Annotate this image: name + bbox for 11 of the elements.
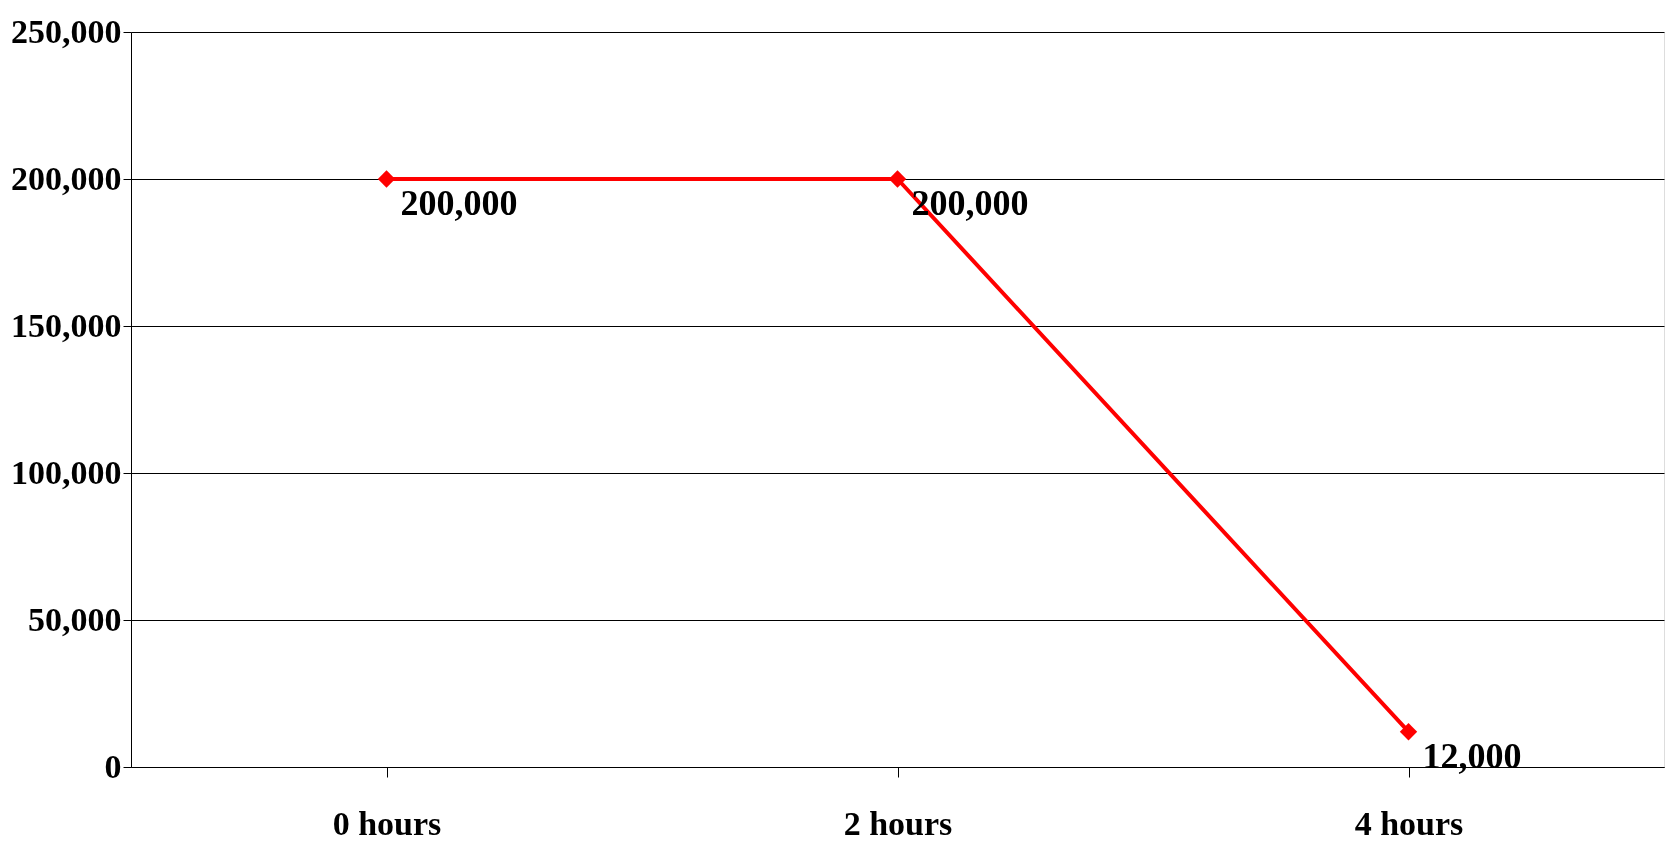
x-tick-label: 4 hours (1354, 804, 1464, 842)
y-tick-label: 50,000 (28, 600, 122, 638)
y-tick-label: 200,000 (11, 159, 122, 197)
y-tick-label: 100,000 (11, 453, 122, 491)
y-tick-label: 0 (104, 747, 122, 785)
y-tick-label: 250,000 (11, 12, 122, 50)
x-tick-label: 0 hours (332, 804, 442, 842)
y-tick-label: 150,000 (11, 306, 122, 344)
data-label: 12,000 (1422, 735, 1522, 776)
x-tick-label: 2 hours (843, 804, 953, 842)
data-label: 200,000 (400, 183, 518, 223)
